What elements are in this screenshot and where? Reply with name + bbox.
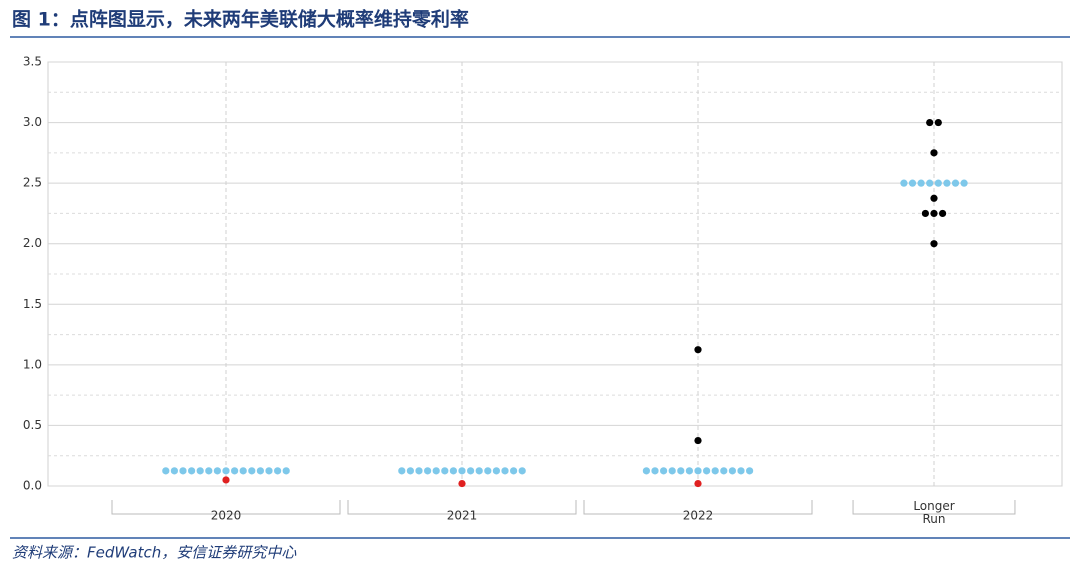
dot <box>720 467 728 475</box>
y-tick-label: 3.5 <box>23 55 42 69</box>
dot <box>930 209 938 218</box>
dot <box>415 467 423 475</box>
dot <box>222 476 230 484</box>
dot <box>449 467 457 475</box>
dot <box>492 467 500 475</box>
category-bracket <box>347 500 577 515</box>
dot <box>934 179 942 187</box>
dot <box>934 118 942 127</box>
dot <box>518 467 526 475</box>
y-tick-label: 2.0 <box>23 236 42 250</box>
dot <box>162 467 170 475</box>
dot <box>179 467 187 475</box>
dot <box>265 467 273 475</box>
dot <box>703 467 711 475</box>
dot <box>737 467 745 475</box>
dot <box>939 209 947 218</box>
dot <box>930 149 938 157</box>
title: 图 1：点阵图显示，未来两年美联储大概率维持零利率 <box>12 8 469 31</box>
y-tick-label: 0.0 <box>23 479 42 493</box>
y-tick-label: 3.0 <box>23 115 42 129</box>
dot <box>248 467 256 475</box>
dot <box>685 467 694 475</box>
dot <box>677 467 685 475</box>
dot <box>458 479 466 488</box>
y-tick-label: 0.5 <box>23 418 42 432</box>
dot <box>458 467 466 475</box>
dot <box>668 467 676 475</box>
dot <box>930 240 938 248</box>
dot <box>930 194 938 202</box>
dot <box>205 467 213 475</box>
dot <box>960 179 968 187</box>
dot <box>222 467 230 475</box>
dot <box>484 467 492 475</box>
x-tick-label: Longer Run <box>913 499 954 526</box>
dot <box>926 179 934 187</box>
dot <box>694 479 702 488</box>
dot <box>196 467 204 475</box>
dot <box>746 467 754 475</box>
dot <box>943 179 951 187</box>
x-tick-label: 2022 <box>683 509 714 523</box>
dot <box>432 467 440 475</box>
dot <box>406 467 414 475</box>
dot <box>951 179 960 187</box>
dot <box>509 467 518 475</box>
dot <box>188 467 196 475</box>
y-tick-label: 1.5 <box>23 297 42 311</box>
category-bracket <box>852 500 1016 515</box>
dot <box>642 467 651 475</box>
dot <box>398 467 406 475</box>
dot <box>274 467 282 475</box>
dot <box>256 467 264 475</box>
category-bracket <box>111 500 341 515</box>
dot <box>900 179 908 187</box>
dot <box>239 467 247 475</box>
dot <box>441 467 449 475</box>
x-tick-label: 2020 <box>211 509 242 523</box>
y-tick-label: 1.0 <box>23 357 42 371</box>
y-tick-label: 2.5 <box>23 176 42 190</box>
x-tick-label: 2021 <box>447 509 478 523</box>
dot <box>694 467 702 475</box>
dot <box>282 467 290 475</box>
dot <box>908 179 917 187</box>
dot <box>213 467 221 475</box>
dot <box>231 467 239 475</box>
category-bracket <box>583 500 813 515</box>
dot <box>501 467 509 475</box>
dot <box>467 467 475 475</box>
dot <box>917 179 925 187</box>
source: 资料来源：FedWatch，安信证券研究中心 <box>12 544 297 562</box>
dot <box>711 467 719 475</box>
dot <box>694 436 702 445</box>
dot <box>424 467 432 475</box>
dot <box>926 118 934 127</box>
dot <box>475 467 483 475</box>
dot <box>694 346 702 354</box>
dot <box>651 467 659 475</box>
dot <box>660 467 668 475</box>
dot <box>170 467 178 475</box>
dot <box>921 209 930 218</box>
dot <box>728 467 737 475</box>
